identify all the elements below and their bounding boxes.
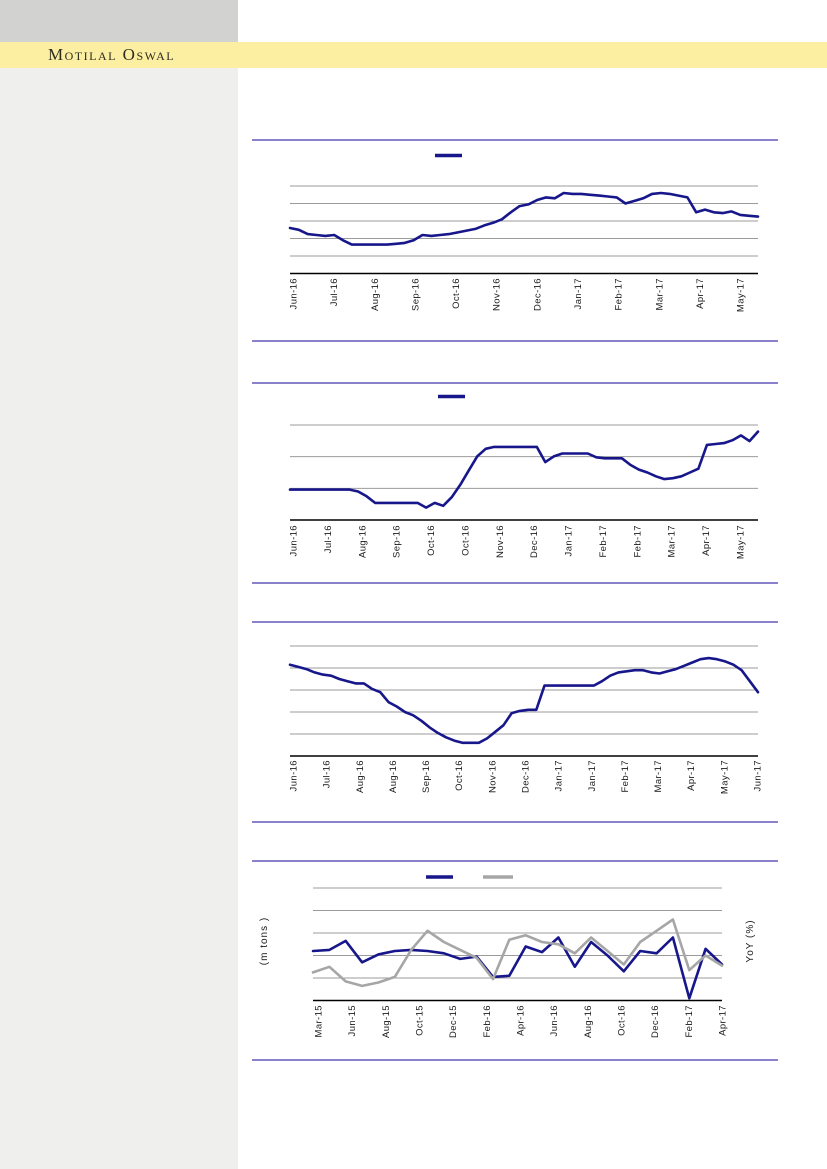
x-axis-label: Jan-17 [554,760,565,791]
x-axis-label: Apr-17 [718,1005,729,1036]
x-axis-label: Oct-16 [460,525,471,556]
x-axis-label: Jul-16 [323,525,334,553]
series-line-1 [288,430,760,509]
x-axis-label: Aug-16 [583,1005,594,1038]
x-axis-label: Dec-15 [448,1005,459,1038]
x-axis-label: Feb-17 [614,278,625,311]
x-axis-label: Oct-16 [451,278,462,309]
x-axis-label: Jul-16 [322,760,333,788]
chart-3: Jun-16 Jul-16 Aug-16 Aug-16 Sep-16 Oct-16 Nov-… [252,621,778,823]
left-sidebar [0,0,238,1169]
x-axis-label: Sep-16 [410,278,421,311]
x-axis-label: Oct-15 [415,1005,426,1036]
series-line-1 [288,191,760,246]
series-line-1 [288,656,760,745]
x-axis-label: Nov-16 [495,525,506,558]
x-axis-label: Feb-16 [482,1005,493,1038]
series-line-1 [311,936,724,1000]
x-axis-label: Feb-17 [684,1005,695,1038]
x-axis-label: Oct-16 [454,760,465,791]
x-axis-label: Jan-17 [564,525,575,556]
x-axis-label: Jun-16 [289,760,300,791]
x-axis-label: Mar-15 [314,1005,325,1038]
x-axis-label: Jun-16 [289,278,300,309]
x-axis-label: Mar-17 [667,525,678,558]
x-axis-label: Aug-15 [381,1005,392,1038]
x-axis-label: Dec-16 [520,760,531,793]
chart-2: Jun-16 Jul-16 Aug-16 Sep-16 Oct-16 Oct-16 Nov-… [252,382,778,584]
logo-placeholder [0,0,238,42]
x-axis-label: Oct-16 [426,525,437,556]
x-axis-label: Mar-17 [654,278,665,311]
x-axis-label: Dec-16 [529,525,540,558]
y-axis-label-left: (m tons ) [259,917,270,965]
x-axis-label: Jun-16 [549,1005,560,1036]
x-axis-label: Sep-16 [392,525,403,558]
x-axis-label: Feb-17 [620,760,631,793]
x-axis-label: Aug-16 [355,760,366,793]
brand-banner: Motilal Oswal [0,42,827,68]
x-axis-label: Jun-17 [752,760,763,791]
x-axis-label: May-17 [719,760,730,794]
x-axis-label: May-17 [736,278,747,312]
x-axis-label: Aug-16 [388,760,399,793]
x-axis-label: Apr-17 [695,278,706,309]
x-axis-label: Feb-17 [598,525,609,558]
x-axis-label: Jan-17 [573,278,584,309]
x-axis-label: Mar-17 [653,760,664,793]
x-axis-label: Apr-17 [686,760,697,791]
y-axis-label-right: YoY (%) [745,919,756,962]
brand-name: Motilal Oswal [48,45,176,64]
series-line-2 [311,918,724,988]
x-axis-label: May-17 [735,525,746,559]
x-axis-label: Jan-17 [587,760,598,791]
x-axis-label: Feb-17 [632,525,643,558]
x-axis-label: Oct-16 [617,1005,628,1036]
chart-1: Jun-16 Jul-16 Aug-16 Sep-16 Oct-16 Nov-16 Dec-… [252,139,778,342]
x-axis-label: Dec-16 [650,1005,661,1038]
x-axis-label: Dec-16 [532,278,543,311]
x-axis-label: Apr-17 [701,525,712,556]
x-axis-label: Jun-16 [289,525,300,556]
x-axis-label: Nov-16 [487,760,498,793]
x-axis-label: Aug-16 [370,278,381,311]
chart-4: Mar-15 Jun-15 Aug-15 Oct-15 Dec-15 Feb-16 Apr-… [252,860,778,1061]
x-axis-label: Nov-16 [492,278,503,311]
x-axis-label: Sep-16 [421,760,432,793]
x-axis-label: Apr-16 [516,1005,527,1036]
x-axis-label: Aug-16 [357,525,368,558]
x-axis-label: Jul-16 [329,278,340,306]
x-axis-label: Jun-15 [347,1005,358,1036]
